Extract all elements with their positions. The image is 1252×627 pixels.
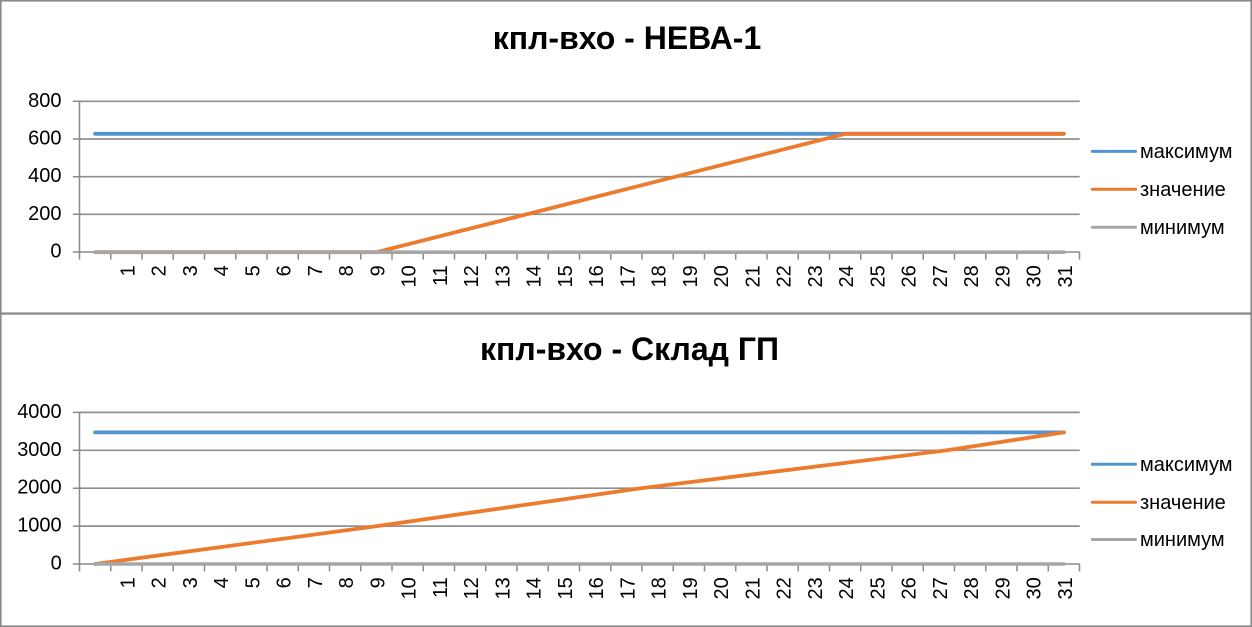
svg-text:8: 8 [336, 265, 358, 276]
svg-text:31: 31 [1055, 577, 1077, 599]
svg-text:17: 17 [617, 265, 639, 287]
svg-text:27: 27 [930, 577, 952, 599]
svg-text:30: 30 [1024, 577, 1046, 599]
svg-text:4: 4 [211, 265, 233, 276]
svg-text:17: 17 [617, 577, 639, 599]
svg-text:13: 13 [492, 577, 514, 599]
svg-text:6: 6 [274, 577, 296, 588]
svg-text:кпл-вхо - НЕВА-1: кпл-вхо - НЕВА-1 [493, 20, 762, 56]
svg-text:30: 30 [1024, 265, 1046, 287]
svg-text:15: 15 [555, 577, 577, 599]
svg-text:800: 800 [28, 90, 61, 112]
svg-text:11: 11 [430, 577, 452, 598]
svg-text:29: 29 [992, 265, 1014, 287]
svg-text:16: 16 [586, 577, 608, 599]
svg-text:13: 13 [492, 265, 514, 287]
svg-text:18: 18 [649, 577, 671, 599]
svg-text:3000: 3000 [17, 439, 62, 461]
svg-text:9: 9 [367, 577, 389, 588]
svg-text:7: 7 [305, 265, 327, 276]
svg-text:23: 23 [805, 265, 827, 287]
svg-text:12: 12 [461, 577, 483, 599]
svg-text:15: 15 [555, 265, 577, 287]
svg-text:29: 29 [992, 577, 1014, 599]
svg-text:значение: значение [1140, 179, 1226, 201]
svg-text:4000: 4000 [17, 401, 62, 423]
svg-text:26: 26 [899, 577, 921, 599]
svg-text:21: 21 [742, 265, 764, 287]
svg-text:5: 5 [242, 577, 264, 588]
svg-text:5: 5 [242, 265, 264, 276]
svg-text:2: 2 [149, 577, 171, 588]
svg-text:22: 22 [774, 265, 796, 287]
svg-text:минимум: минимум [1140, 217, 1225, 239]
svg-text:минимум: минимум [1140, 529, 1225, 551]
svg-text:200: 200 [28, 203, 61, 225]
svg-text:24: 24 [836, 577, 858, 599]
svg-text:31: 31 [1055, 265, 1077, 287]
svg-text:2: 2 [149, 265, 171, 276]
svg-text:максимум: максимум [1140, 141, 1233, 163]
svg-text:20: 20 [711, 577, 733, 599]
svg-text:28: 28 [961, 265, 983, 287]
svg-text:25: 25 [867, 577, 889, 599]
svg-text:значение: значение [1140, 492, 1226, 514]
svg-text:24: 24 [836, 265, 858, 287]
svg-text:25: 25 [867, 265, 889, 287]
svg-text:22: 22 [774, 577, 796, 599]
svg-text:16: 16 [586, 265, 608, 287]
svg-text:18: 18 [649, 265, 671, 287]
svg-text:12: 12 [461, 265, 483, 287]
svg-text:21: 21 [742, 577, 764, 599]
svg-text:26: 26 [899, 265, 921, 287]
svg-text:2000: 2000 [17, 477, 62, 499]
svg-text:0: 0 [51, 553, 62, 575]
svg-text:10: 10 [399, 265, 421, 287]
svg-text:0: 0 [50, 241, 61, 263]
svg-text:9: 9 [367, 265, 389, 276]
svg-text:1000: 1000 [17, 515, 62, 537]
svg-text:27: 27 [930, 265, 952, 287]
svg-text:19: 19 [680, 577, 702, 599]
svg-text:1: 1 [117, 265, 139, 276]
svg-text:400: 400 [28, 165, 61, 187]
svg-text:кпл-вхо - Склад ГП: кпл-вхо - Склад ГП [480, 331, 779, 367]
svg-text:28: 28 [961, 577, 983, 599]
svg-text:14: 14 [524, 265, 546, 287]
svg-text:10: 10 [399, 577, 421, 599]
svg-text:19: 19 [680, 265, 702, 287]
svg-text:3: 3 [180, 265, 202, 276]
svg-text:4: 4 [211, 577, 233, 588]
svg-text:14: 14 [524, 577, 546, 599]
svg-text:3: 3 [180, 577, 202, 588]
svg-text:600: 600 [28, 128, 61, 150]
svg-text:23: 23 [805, 577, 827, 599]
svg-text:7: 7 [305, 577, 327, 588]
svg-text:максимум: максимум [1140, 454, 1233, 476]
svg-text:6: 6 [274, 265, 296, 276]
svg-text:20: 20 [711, 265, 733, 287]
svg-text:8: 8 [336, 577, 358, 588]
svg-text:11: 11 [430, 265, 452, 286]
svg-text:1: 1 [117, 577, 139, 588]
